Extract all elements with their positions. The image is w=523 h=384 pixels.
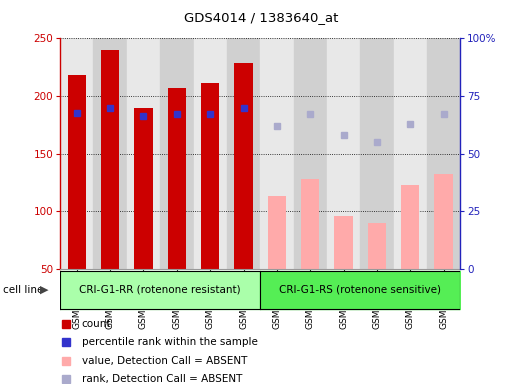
Bar: [234, 63, 253, 269]
Bar: [327, 38, 360, 269]
Bar: [60, 38, 94, 269]
Text: CRI-G1-RS (rotenone sensitive): CRI-G1-RS (rotenone sensitive): [279, 285, 441, 295]
Bar: [134, 108, 153, 269]
Bar: [427, 38, 460, 269]
Bar: [160, 38, 194, 269]
Bar: [127, 38, 160, 269]
Bar: [360, 38, 393, 269]
Bar: [401, 185, 419, 269]
Bar: [301, 179, 320, 269]
Text: count: count: [82, 319, 111, 329]
Text: GDS4014 / 1383640_at: GDS4014 / 1383640_at: [184, 12, 339, 25]
Bar: [435, 174, 453, 269]
Bar: [194, 38, 227, 269]
Text: value, Detection Call = ABSENT: value, Detection Call = ABSENT: [82, 356, 247, 366]
Bar: [260, 38, 293, 269]
Bar: [293, 38, 327, 269]
Text: CRI-G1-RR (rotenone resistant): CRI-G1-RR (rotenone resistant): [79, 285, 241, 295]
Bar: [334, 216, 353, 269]
Bar: [101, 50, 119, 269]
Text: percentile rank within the sample: percentile rank within the sample: [82, 338, 258, 348]
Bar: [168, 88, 186, 269]
Bar: [368, 223, 386, 269]
Text: ▶: ▶: [40, 285, 49, 295]
Bar: [394, 38, 427, 269]
Bar: [67, 75, 86, 269]
Bar: [201, 83, 219, 269]
Bar: [268, 196, 286, 269]
Bar: [94, 38, 127, 269]
Text: cell line: cell line: [3, 285, 43, 295]
Bar: [227, 38, 260, 269]
Text: rank, Detection Call = ABSENT: rank, Detection Call = ABSENT: [82, 374, 242, 384]
